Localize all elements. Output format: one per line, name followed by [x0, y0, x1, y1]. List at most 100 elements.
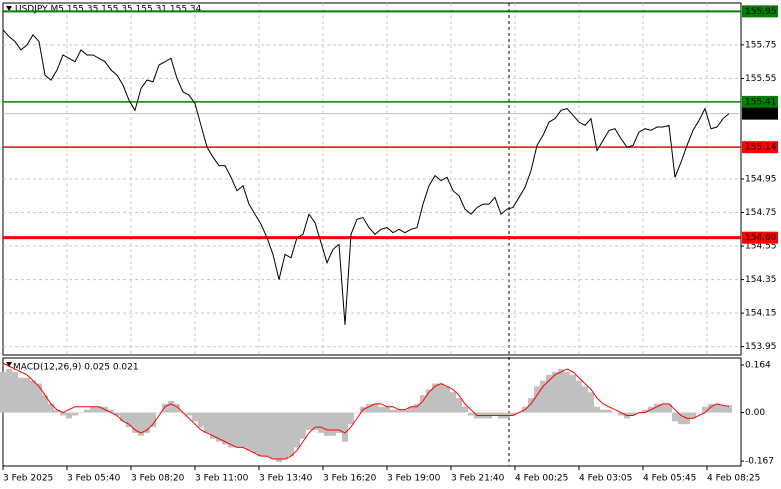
macd-bar — [12, 371, 18, 413]
macd-bar — [444, 386, 450, 413]
macd-bar — [330, 412, 336, 436]
macd-bar — [222, 412, 228, 445]
macd-bar — [174, 403, 180, 413]
macd-bar — [90, 406, 96, 413]
macd-bar — [540, 380, 546, 413]
macd-bar — [48, 403, 54, 413]
macd-bar — [30, 380, 36, 413]
panel-marker — [6, 6, 12, 11]
y-tick-label: -0.167 — [745, 457, 774, 467]
macd-bar — [186, 412, 192, 416]
macd-bar — [0, 371, 6, 413]
macd-bar — [336, 412, 342, 433]
x-tick-label: 3 Feb 21:40 — [451, 474, 505, 484]
macd-bar — [216, 412, 222, 442]
macd-bar — [78, 412, 84, 414]
macd-bar — [426, 389, 432, 413]
y-tick-label: 0.164 — [745, 360, 771, 370]
macd-bar — [348, 412, 354, 425]
level-box — [742, 141, 778, 154]
macd-bar — [678, 412, 684, 425]
macd-bar — [552, 371, 558, 413]
macd-bar — [576, 380, 582, 413]
x-tick-label: 3 Feb 11:00 — [195, 474, 249, 484]
macd-bar — [690, 412, 696, 419]
macd-bar — [606, 409, 612, 413]
macd-bar — [708, 403, 714, 413]
x-tick-label: 4 Feb 08:25 — [707, 474, 760, 484]
y-tick-label: 154.35 — [745, 275, 777, 285]
macd-bar — [726, 405, 732, 413]
macd-bar — [528, 398, 534, 413]
macd-bar — [714, 403, 720, 413]
macd-bar — [120, 412, 126, 422]
last-price-label: 155.34 — [745, 109, 777, 119]
macd-bar — [432, 383, 438, 413]
macd-bar — [408, 406, 414, 413]
macd-bar — [534, 386, 540, 413]
macd-bar — [672, 412, 678, 422]
macd-bar — [600, 409, 606, 413]
macd-bar — [168, 400, 174, 413]
macd-bar — [84, 409, 90, 413]
level-box — [742, 5, 778, 18]
macd-bar — [192, 412, 198, 422]
macd-bar — [36, 383, 42, 413]
signal-line — [2, 362, 730, 460]
y-tick-label: 154.15 — [745, 309, 777, 319]
macd-title: MACD(12,26,9) 0.025 0.021 — [13, 363, 139, 373]
macd-bar — [294, 412, 300, 448]
macd-bar — [396, 409, 402, 413]
macd-bar — [156, 412, 162, 414]
macd-bar — [378, 406, 384, 413]
macd-bar — [162, 403, 168, 413]
macd-bar — [132, 412, 138, 433]
x-tick-label: 4 Feb 00:25 — [515, 474, 568, 484]
macd-bar — [138, 412, 144, 436]
macd-bar — [564, 371, 570, 413]
macd-bar — [642, 409, 648, 413]
y-tick-label: 154.75 — [745, 208, 777, 218]
macd-bar — [210, 412, 216, 439]
macd-bar — [612, 412, 618, 414]
macd-bar — [276, 412, 282, 462]
macd-bar — [246, 412, 252, 451]
x-tick-label: 4 Feb 03:05 — [579, 474, 632, 484]
y-tick-label: 155.75 — [745, 40, 777, 50]
macd-bar — [126, 412, 132, 428]
macd-bar — [258, 412, 264, 457]
panel-marker — [6, 362, 12, 367]
macd-bar — [66, 412, 72, 419]
macd-bar — [228, 412, 234, 448]
macd-bar — [96, 406, 102, 413]
macd-bar — [450, 392, 456, 413]
macd-bar — [372, 403, 378, 413]
macd-bar — [510, 412, 516, 416]
macd-bar — [198, 412, 204, 428]
macd-bar — [594, 406, 600, 413]
macd-bar — [42, 395, 48, 413]
macd-bar — [24, 377, 30, 413]
macd-bar — [150, 412, 156, 428]
macd-bar — [240, 412, 246, 448]
macd-bar — [264, 412, 270, 457]
x-tick-label: 3 Feb 08:20 — [131, 474, 185, 484]
macd-bar — [252, 412, 258, 454]
macd-bar — [414, 403, 420, 413]
macd-bar — [306, 412, 312, 430]
macd-bar — [420, 395, 426, 413]
macd-bar — [666, 403, 672, 413]
y-tick-label: 154.55 — [745, 242, 777, 252]
macd-bar — [588, 392, 594, 413]
chart-title: USDJPY,M5 155.35 155.35 155.31 155.34 — [15, 5, 202, 15]
macd-bar — [384, 406, 390, 413]
macd-bar — [630, 412, 636, 416]
macd-bar — [462, 406, 468, 413]
level-box — [742, 231, 778, 244]
y-tick-label: 0.00 — [745, 408, 765, 418]
macd-bar — [558, 369, 564, 413]
x-tick-label: 3 Feb 19:00 — [387, 474, 441, 484]
level-label: 155.14 — [745, 143, 777, 153]
x-tick-label: 3 Feb 2025 — [3, 474, 53, 484]
